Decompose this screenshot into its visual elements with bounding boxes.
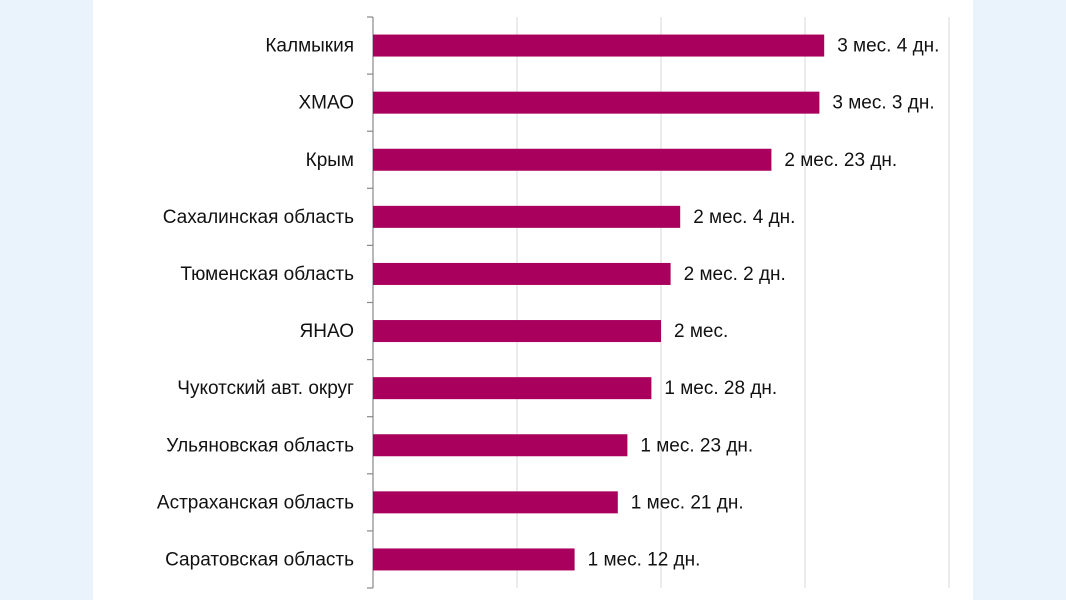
value-label: 2 мес. 23 дн. (784, 150, 897, 171)
bar (373, 262, 671, 285)
value-label: 3 мес. 3 дн. (832, 93, 934, 114)
bar (373, 320, 661, 343)
bar (373, 377, 652, 400)
value-label: 2 мес. (674, 321, 728, 342)
value-label: 1 мес. 12 дн. (588, 549, 701, 570)
category-label: Саратовская область (165, 549, 354, 570)
bar (373, 491, 618, 514)
category-label: Чукотский авт. округ (177, 378, 354, 399)
value-label: 1 мес. 23 дн. (640, 435, 753, 456)
value-label: 3 мес. 4 дн. (837, 36, 939, 57)
bar (373, 205, 681, 228)
category-label: Тюменская область (180, 264, 354, 285)
bar (373, 434, 628, 457)
value-label: 2 мес. 4 дн. (693, 207, 795, 228)
category-label: Крым (306, 150, 354, 171)
bar (373, 148, 772, 171)
category-label: Калмыкия (265, 36, 354, 57)
bar (373, 91, 820, 114)
category-label: Астраханская область (157, 492, 354, 513)
value-label: 2 мес. 2 дн. (684, 264, 786, 285)
category-label: Ульяновская область (166, 435, 354, 456)
bar (373, 34, 825, 57)
category-label: ХМАО (298, 93, 354, 114)
bar (373, 548, 575, 571)
category-label: Сахалинская область (163, 207, 354, 228)
value-label: 1 мес. 21 дн. (631, 492, 744, 513)
value-label: 1 мес. 28 дн. (664, 378, 777, 399)
category-label: ЯНАО (300, 321, 354, 342)
